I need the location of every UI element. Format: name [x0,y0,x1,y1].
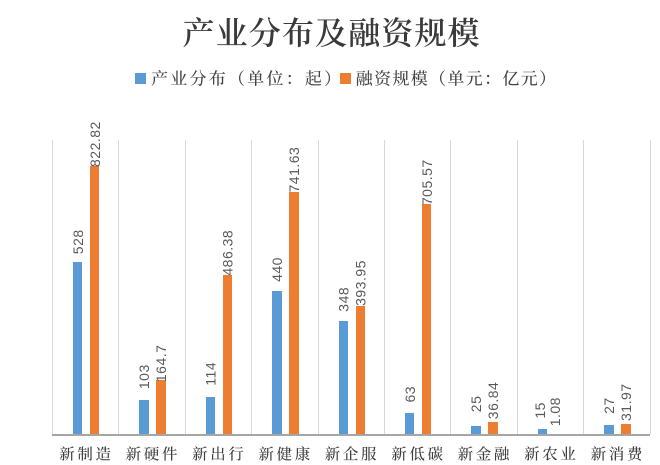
svg-text:103: 103 [136,364,152,389]
svg-text:36.84: 36.84 [485,382,501,420]
svg-text:741.63: 741.63 [286,147,302,193]
svg-text:705.57: 705.57 [419,159,435,205]
svg-text:63: 63 [402,386,418,403]
svg-text:15: 15 [532,402,548,419]
svg-text:348: 348 [335,287,351,312]
svg-text:114: 114 [203,362,219,386]
svg-text:486.38: 486.38 [220,230,236,276]
svg-text:164.7: 164.7 [153,345,169,383]
svg-text:822.82: 822.82 [87,121,103,167]
svg-text:393.95: 393.95 [352,260,368,306]
svg-text:25: 25 [468,396,484,413]
svg-text:440: 440 [269,257,285,282]
svg-text:528: 528 [70,229,86,254]
svg-text:1.08: 1.08 [547,397,563,426]
svg-text:31.97: 31.97 [618,383,634,421]
svg-text:27: 27 [601,397,617,414]
